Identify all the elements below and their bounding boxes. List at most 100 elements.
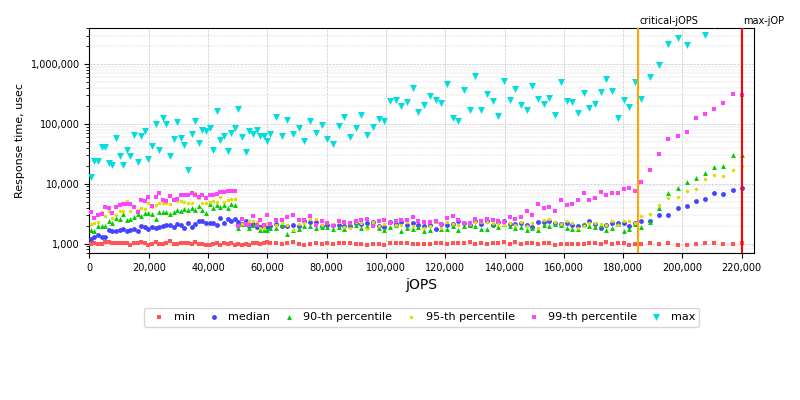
- max: [589, 101, 602, 107]
- median: [589, 221, 602, 228]
- min: [726, 240, 739, 247]
- 99-th percentile: [735, 92, 748, 98]
- median: [708, 190, 721, 196]
- 99-th percentile: [594, 188, 607, 195]
- 99-th percentile: [503, 213, 516, 220]
- 90-th percentile: [310, 225, 322, 232]
- 99-th percentile: [150, 193, 162, 200]
- max: [332, 123, 345, 129]
- median: [95, 234, 108, 240]
- 90-th percentile: [164, 211, 177, 217]
- 99-th percentile: [142, 194, 155, 200]
- max: [486, 98, 499, 104]
- median: [114, 227, 126, 234]
- 90-th percentile: [600, 226, 613, 233]
- 95-th percentile: [92, 218, 105, 225]
- min: [549, 242, 562, 248]
- max: [538, 101, 550, 107]
- 99-th percentile: [452, 216, 465, 223]
- max: [131, 159, 144, 165]
- 95-th percentile: [254, 225, 266, 232]
- 95-th percentile: [128, 204, 141, 210]
- 95-th percentile: [298, 220, 311, 226]
- max: [243, 128, 256, 134]
- 99-th percentile: [102, 205, 115, 211]
- max: [275, 132, 288, 139]
- max: [717, 20, 730, 26]
- min: [99, 239, 112, 245]
- median: [644, 218, 657, 224]
- 95-th percentile: [239, 221, 252, 227]
- min: [458, 240, 470, 246]
- max: [594, 89, 607, 95]
- 90-th percentile: [229, 201, 242, 208]
- 90-th percentile: [138, 210, 151, 216]
- min: [492, 240, 505, 246]
- max: [474, 107, 487, 114]
- 95-th percentile: [538, 216, 550, 223]
- min: [474, 240, 487, 246]
- 95-th percentile: [355, 220, 368, 226]
- 90-th percentile: [526, 224, 538, 231]
- 99-th percentile: [286, 212, 299, 219]
- 99-th percentile: [121, 201, 134, 208]
- max: [218, 133, 230, 139]
- 99-th percentile: [538, 204, 550, 211]
- 95-th percentile: [401, 219, 414, 225]
- min: [469, 241, 482, 248]
- min: [157, 241, 170, 247]
- max: [383, 98, 396, 104]
- median: [182, 220, 194, 227]
- max: [207, 146, 220, 153]
- max: [361, 132, 374, 138]
- median: [526, 224, 538, 230]
- min: [423, 241, 436, 247]
- 95-th percentile: [222, 196, 234, 203]
- 99-th percentile: [203, 192, 216, 198]
- 99-th percentile: [178, 192, 191, 198]
- 95-th percentile: [606, 218, 618, 224]
- 95-th percentile: [474, 219, 487, 225]
- 90-th percentile: [264, 225, 277, 231]
- max: [429, 97, 442, 103]
- min: [298, 242, 311, 248]
- 99-th percentile: [395, 217, 408, 223]
- 90-th percentile: [583, 223, 596, 229]
- median: [617, 220, 630, 226]
- median: [225, 218, 238, 224]
- max: [110, 134, 122, 141]
- 95-th percentile: [350, 219, 362, 226]
- 95-th percentile: [326, 220, 339, 227]
- median: [239, 218, 252, 224]
- 99-th percentile: [210, 191, 223, 198]
- median: [578, 222, 590, 228]
- median: [174, 222, 187, 228]
- 99-th percentile: [164, 193, 177, 199]
- 95-th percentile: [275, 220, 288, 226]
- 95-th percentile: [600, 222, 613, 228]
- max: [617, 96, 630, 103]
- 99-th percentile: [634, 178, 647, 185]
- 99-th percentile: [153, 190, 166, 196]
- min: [617, 240, 630, 246]
- min: [326, 240, 339, 247]
- 99-th percentile: [355, 217, 368, 223]
- min: [218, 240, 230, 247]
- min: [182, 240, 194, 246]
- max: [583, 105, 596, 111]
- max: [446, 115, 459, 122]
- 90-th percentile: [146, 210, 158, 217]
- max: [92, 158, 105, 164]
- 90-th percentile: [95, 222, 108, 229]
- 90-th percentile: [210, 202, 223, 208]
- median: [124, 227, 137, 234]
- 99-th percentile: [225, 188, 238, 194]
- max: [258, 133, 270, 140]
- 99-th percentile: [680, 129, 693, 135]
- median: [355, 220, 368, 227]
- min: [526, 240, 538, 247]
- 99-th percentile: [298, 217, 311, 223]
- max: [128, 132, 141, 138]
- median: [243, 223, 256, 230]
- max: [566, 98, 578, 105]
